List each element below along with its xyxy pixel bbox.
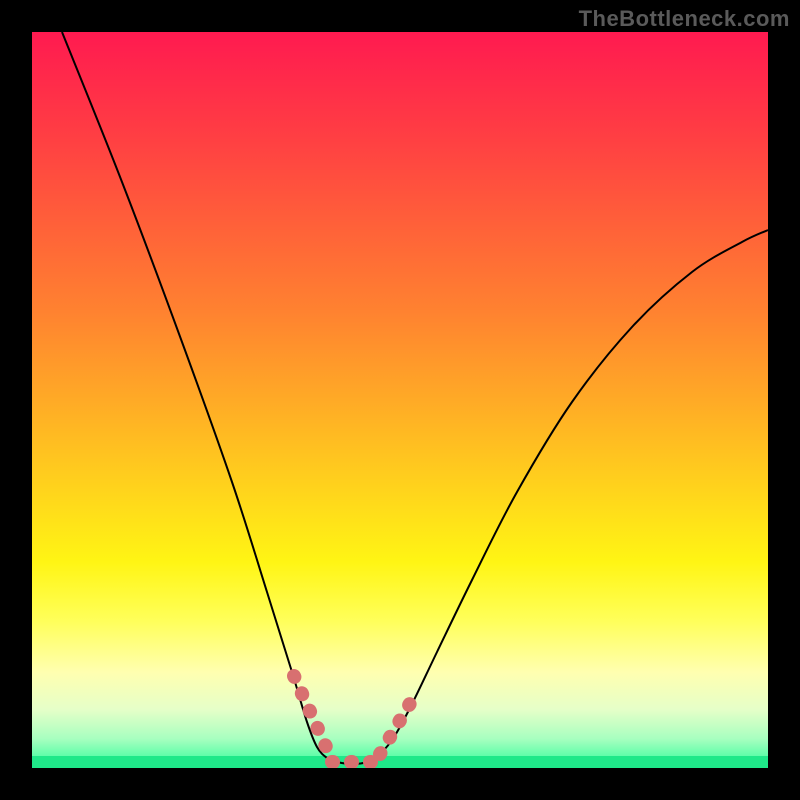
watermark-text: TheBottleneck.com bbox=[579, 6, 790, 32]
bottleneck-curve bbox=[62, 32, 768, 764]
highlight-markers bbox=[294, 676, 418, 762]
highlight-marker-segment bbox=[294, 676, 332, 760]
curve-layer bbox=[32, 32, 768, 768]
highlight-marker-segment bbox=[380, 690, 418, 754]
plot-area bbox=[32, 32, 768, 768]
chart-outer-frame: TheBottleneck.com bbox=[0, 0, 800, 800]
